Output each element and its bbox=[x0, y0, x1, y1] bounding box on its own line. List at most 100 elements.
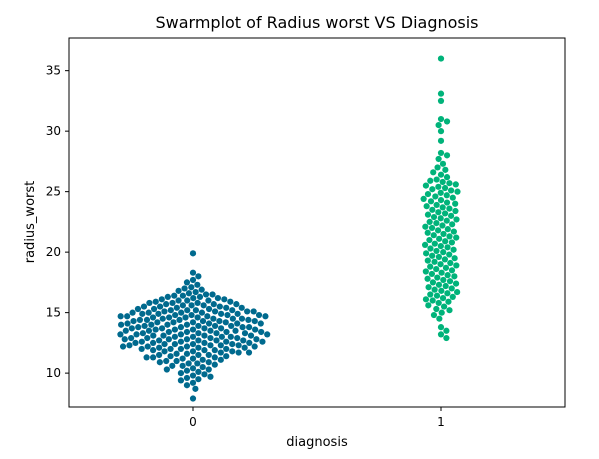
y-tick-label: 35 bbox=[46, 64, 61, 78]
data-point bbox=[122, 327, 129, 334]
data-point bbox=[129, 309, 136, 316]
data-point bbox=[189, 276, 197, 284]
data-point bbox=[157, 303, 164, 310]
data-point bbox=[435, 299, 442, 307]
data-point bbox=[238, 315, 246, 322]
y-axis: 10 15 20 25 30 35 bbox=[46, 64, 69, 380]
data-point bbox=[211, 361, 218, 368]
data-point bbox=[189, 269, 197, 276]
data-point bbox=[425, 284, 432, 291]
data-point bbox=[135, 324, 142, 331]
data-point bbox=[217, 349, 224, 356]
data-point bbox=[234, 310, 241, 317]
data-point bbox=[128, 334, 135, 342]
data-point bbox=[165, 336, 172, 343]
data-point bbox=[189, 379, 197, 386]
data-point bbox=[192, 385, 199, 392]
data-point bbox=[241, 330, 249, 337]
data-point bbox=[431, 240, 438, 247]
data-point bbox=[189, 365, 197, 372]
data-point bbox=[430, 311, 438, 319]
data-point bbox=[172, 311, 179, 319]
plot-frame bbox=[68, 37, 566, 408]
data-point bbox=[437, 242, 444, 250]
data-point bbox=[195, 330, 202, 337]
data-point bbox=[449, 221, 456, 228]
data-point bbox=[183, 350, 191, 357]
data-point bbox=[430, 232, 437, 239]
data-point bbox=[195, 344, 202, 351]
data-point bbox=[211, 322, 219, 330]
data-point bbox=[154, 319, 161, 326]
data-point bbox=[431, 258, 438, 265]
data-point bbox=[167, 345, 174, 353]
data-point bbox=[124, 313, 131, 320]
data-point bbox=[173, 357, 180, 365]
data-point bbox=[449, 194, 456, 201]
data-point bbox=[190, 295, 197, 302]
data-point bbox=[434, 164, 441, 171]
data-point bbox=[453, 216, 460, 223]
data-point bbox=[144, 334, 151, 342]
data-point bbox=[443, 152, 451, 159]
data-point bbox=[437, 90, 445, 97]
data-point bbox=[440, 249, 447, 256]
data-point bbox=[441, 256, 448, 263]
data-point bbox=[210, 301, 217, 308]
data-point bbox=[255, 311, 263, 319]
data-point bbox=[453, 262, 460, 269]
data-point bbox=[217, 342, 224, 349]
data-point bbox=[183, 336, 191, 343]
data-point bbox=[158, 296, 165, 303]
data-point bbox=[454, 188, 461, 195]
data-point bbox=[183, 382, 191, 389]
data-point bbox=[194, 299, 201, 307]
data-point bbox=[205, 366, 212, 373]
data-point bbox=[424, 190, 432, 198]
data-point bbox=[430, 213, 438, 221]
data-point bbox=[200, 302, 207, 309]
data-point bbox=[201, 332, 208, 339]
data-point bbox=[223, 338, 230, 345]
data-point bbox=[435, 281, 443, 288]
data-point bbox=[422, 182, 430, 189]
data-point bbox=[218, 333, 225, 340]
data-point bbox=[138, 338, 145, 345]
data-point bbox=[433, 220, 440, 227]
x-tick-label: 0 bbox=[189, 415, 197, 429]
data-point bbox=[179, 292, 186, 299]
data-point bbox=[119, 343, 127, 350]
data-point bbox=[176, 316, 183, 323]
data-point bbox=[222, 319, 229, 326]
data-point bbox=[227, 333, 234, 340]
data-point bbox=[434, 227, 442, 234]
data-point bbox=[435, 209, 442, 216]
data-point bbox=[165, 328, 172, 336]
data-point bbox=[177, 345, 185, 353]
data-point bbox=[435, 155, 442, 163]
data-point bbox=[432, 193, 439, 200]
data-point bbox=[175, 287, 182, 294]
data-point bbox=[175, 297, 182, 304]
data-point bbox=[229, 340, 236, 348]
data-point bbox=[444, 226, 451, 233]
data-point bbox=[454, 288, 461, 296]
data-point bbox=[221, 296, 228, 303]
data-point bbox=[444, 290, 451, 297]
data-point bbox=[251, 343, 258, 350]
data-point bbox=[433, 176, 440, 183]
data-point bbox=[145, 309, 152, 316]
data-point bbox=[453, 234, 460, 241]
data-point bbox=[429, 297, 436, 304]
data-point bbox=[198, 286, 205, 293]
data-point bbox=[251, 318, 258, 325]
data-point bbox=[195, 337, 202, 344]
data-point bbox=[427, 245, 434, 252]
data-point bbox=[426, 236, 433, 244]
data-point bbox=[437, 331, 445, 338]
data-point bbox=[224, 311, 231, 319]
data-point bbox=[438, 287, 445, 294]
data-point bbox=[164, 293, 171, 300]
data-point bbox=[161, 348, 168, 355]
